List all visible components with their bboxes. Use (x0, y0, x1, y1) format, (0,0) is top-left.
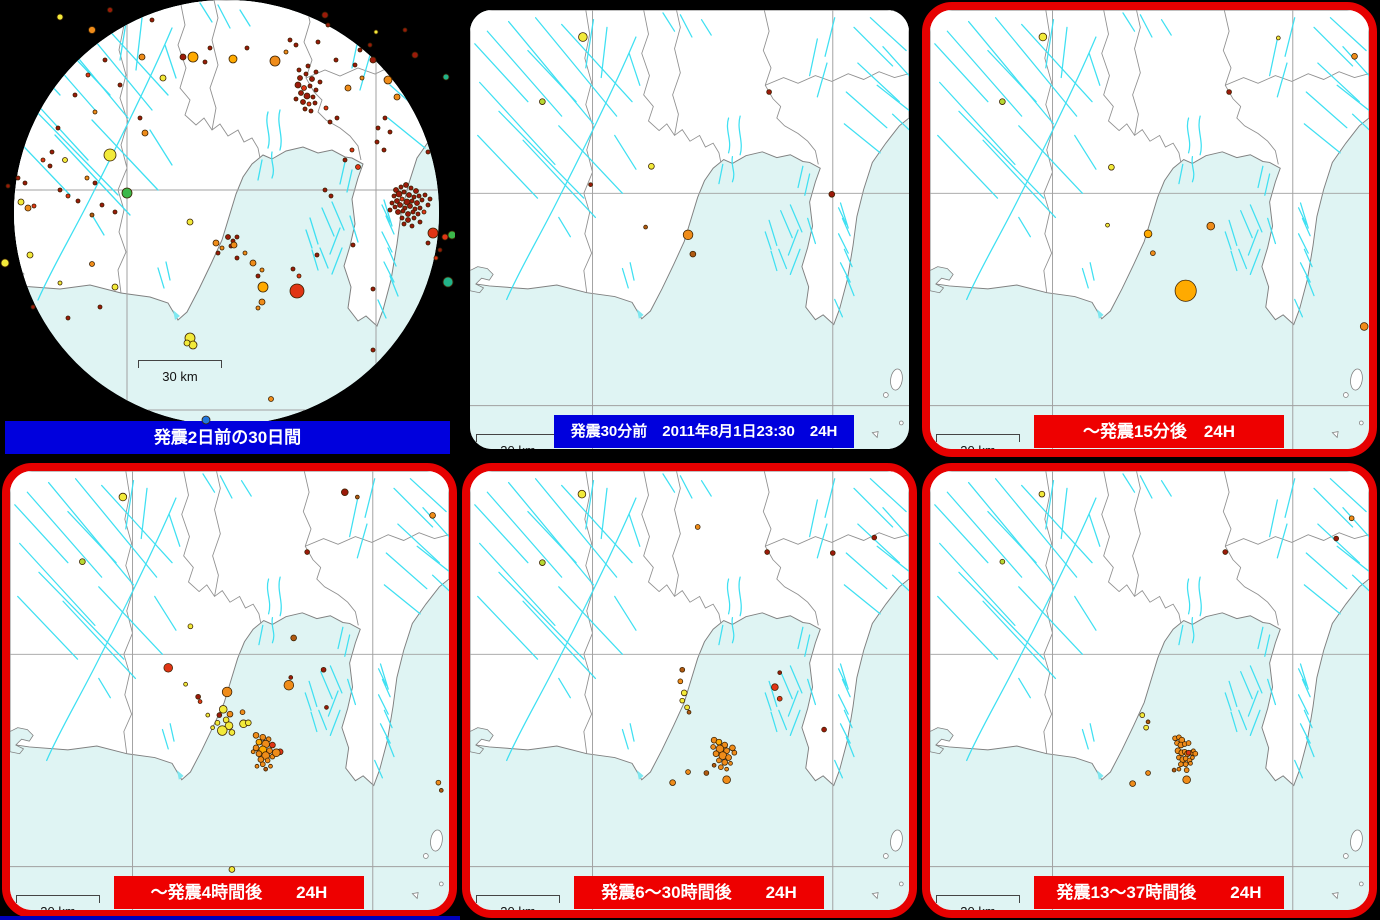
base-map (470, 10, 909, 449)
map-panel-15min-after[interactable]: 30 km 〜発震15分後 24H (922, 2, 1377, 457)
epicenter-dots (999, 32, 1369, 331)
base-map (10, 471, 449, 910)
scale-bar: 30 km (138, 360, 222, 384)
base-map (470, 471, 909, 910)
epicenter-dots (539, 32, 836, 258)
scale-bar-label: 30 km (162, 369, 198, 384)
panel-caption: 発震2日前の30日間 (5, 421, 450, 454)
base-map (930, 471, 1369, 910)
scale-bar-label: 30 km (500, 904, 536, 918)
scale-bar: 30 km (16, 895, 100, 918)
map-panel-30min-before[interactable]: 30 km 発震30分前 2011年8月1日23:30 24H (462, 2, 917, 457)
base-map (930, 10, 1369, 449)
panel-caption: 発震6〜30時間後 24H (574, 876, 824, 909)
epicenter-dots (999, 490, 1355, 787)
map-panel-6-30h-after[interactable]: 30 km 発震6〜30時間後 24H (462, 463, 917, 918)
epicenter-dots (539, 489, 878, 786)
scale-bar-line (936, 434, 1020, 442)
scale-bar-line (936, 895, 1020, 903)
map-panel-30days-before[interactable]: 30 km 発震2日前の30日間 (0, 0, 460, 460)
panel-caption: 発震30分前 2011年8月1日23:30 24H (554, 415, 854, 448)
panel-caption: 〜発震15分後 24H (1034, 415, 1284, 448)
scale-bar-label: 30 km (500, 443, 536, 457)
scale-bar-label: 30 km (960, 904, 996, 918)
scale-bar-label: 30 km (40, 904, 76, 918)
scale-bar-line (138, 360, 222, 368)
circular-map-mask (14, 0, 439, 425)
epicenter-dots (79, 488, 444, 873)
scale-bar-line (16, 895, 100, 903)
scale-bar-line (476, 434, 560, 442)
panel-caption: 発震13〜37時間後 24H (1034, 876, 1284, 909)
window-edge-strip (0, 916, 460, 920)
scale-bar: 30 km (936, 895, 1020, 918)
scale-bar: 30 km (936, 434, 1020, 457)
panel-caption: 〜発震4時間後 24H (114, 876, 364, 909)
map-panel-13-37h-after[interactable]: 30 km 発震13〜37時間後 24H (922, 463, 1377, 918)
scale-bar-label: 30 km (960, 443, 996, 457)
scale-bar-line (476, 895, 560, 903)
base-map (14, 0, 439, 425)
map-panel-4h-after[interactable]: 30 km 〜発震4時間後 24H (2, 463, 457, 918)
scale-bar: 30 km (476, 434, 560, 457)
scale-bar: 30 km (476, 895, 560, 918)
